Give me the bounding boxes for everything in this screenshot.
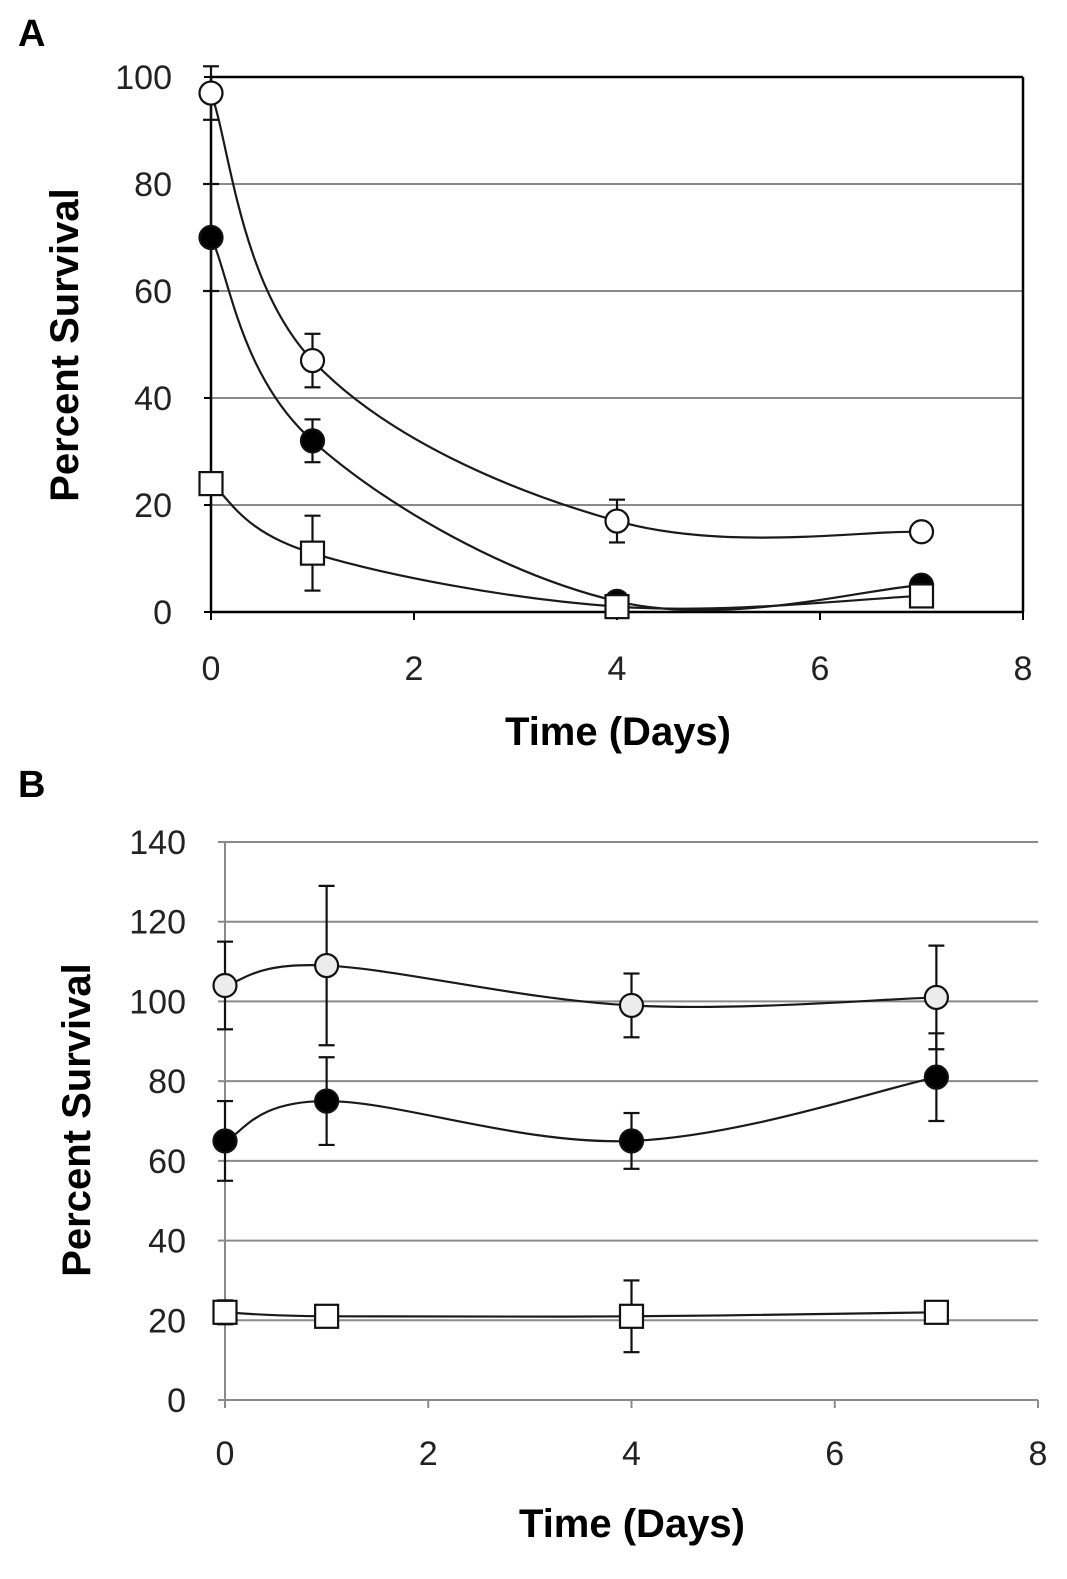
chart-b-series-filled-circle-point: [212, 1128, 238, 1154]
chart-b-y-tick-label: 60: [148, 1143, 186, 1181]
panel-letter-a: A: [18, 13, 45, 55]
panel-letter-b: B: [18, 764, 45, 806]
chart-a-x-axis-title: Time (Days): [505, 710, 731, 754]
chart-a-series-open-circle-point: [908, 519, 935, 545]
chart-a-y-tick-label: 60: [134, 273, 172, 311]
chart-a-series-open-circle-point: [198, 80, 224, 106]
chart-a-series-open-circle-line: [209, 92, 922, 539]
chart-b-series-gray-circle-point: [314, 952, 340, 979]
chart-b-series-open-square-point: [314, 1303, 340, 1329]
chart-a-series-open-square-point: [908, 583, 935, 609]
chart-b-y-tick-label: 20: [148, 1302, 186, 1340]
chart-b-y-tick-label: 40: [148, 1223, 186, 1261]
chart-a-series-open-square-line: [210, 482, 922, 610]
chart-b-y-tick-label: 80: [148, 1063, 186, 1101]
chart-b-y-axis-title: Percent Survival: [55, 963, 99, 1277]
chart-b-series-gray-circle-point: [923, 984, 949, 1011]
chart-a-y-axis-title: Percent Survival: [43, 188, 87, 502]
chart-b-x-tick-label: 4: [622, 1435, 641, 1473]
chart-a-y-tick-label: 100: [115, 59, 172, 97]
chart-b-series-filled-circle: [212, 1032, 949, 1182]
chart-b-series-filled-circle-point: [923, 1064, 949, 1090]
chart-a-y-tick-label: 0: [153, 594, 172, 632]
chart-a-series-open-square-point: [604, 594, 630, 620]
chart-b-x-tick-label: 0: [216, 1435, 235, 1473]
chart-a-x-tick-label: 8: [1014, 650, 1033, 688]
chart-b-x-axis-title: Time (Days): [519, 1502, 745, 1546]
chart-b-x-tick-label: 8: [1029, 1435, 1048, 1473]
chart-b-series-filled-circle-point: [314, 1088, 340, 1114]
chart-b-x-tick-label: 2: [419, 1435, 438, 1473]
chart-a-series-open-square-point: [299, 540, 326, 566]
chart-a-x-tick-label: 2: [405, 650, 424, 688]
chart-b-series-open-square-point: [212, 1299, 238, 1325]
chart-a-series-open-circle: [198, 65, 935, 545]
chart-a-x-tick-label: 4: [608, 650, 627, 688]
chart-a-y-tick-label: 40: [134, 380, 172, 418]
chart-b-y-tick-label: 140: [129, 824, 186, 862]
chart-b-y-tick-label: 0: [167, 1382, 186, 1420]
chart-a-y-tick-label: 80: [134, 166, 172, 204]
chart-b-series-open-square-point: [923, 1299, 949, 1325]
chart-a-series-open-circle-point: [299, 347, 326, 374]
chart-a-x-tick-label: 6: [811, 650, 830, 688]
chart-a-series-filled-circle-point: [198, 224, 224, 251]
chart-b-series-open-square: [212, 1279, 949, 1354]
chart-a-series-open-square-point: [198, 471, 224, 497]
chart-b-series-gray-circle-point: [212, 972, 238, 999]
chart-b-series-gray-circle: [212, 884, 949, 1051]
chart-b: 0 20 40 60 80 100 120 140 0 2 4 6 8: [129, 824, 1047, 1473]
chart-b-series-gray-circle-line: [224, 964, 937, 1009]
chart-a-series-open-circle-point: [604, 508, 630, 534]
chart-a-y-tick-label: 20: [134, 487, 172, 525]
chart-b-series-filled-circle-line: [224, 1076, 937, 1143]
chart-a-series-open-square: [198, 471, 935, 620]
chart-b-x-tick-label: 6: [825, 1435, 844, 1473]
chart-a-series-filled-circle-point: [299, 428, 326, 454]
chart-b-y-tick-label: 100: [129, 983, 186, 1021]
chart-b-series-open-square-point: [618, 1303, 645, 1329]
chart-b-series-open-square-line: [224, 1311, 937, 1318]
chart-a-x-tick-label: 0: [202, 650, 221, 688]
chart-a: 0 20 40 60 80 100 0 2 4 6 8: [115, 59, 1032, 688]
chart-b-series-filled-circle-point: [618, 1128, 645, 1154]
chart-b-y-tick-label: 120: [129, 904, 186, 942]
chart-b-series-gray-circle-point: [618, 992, 645, 1019]
